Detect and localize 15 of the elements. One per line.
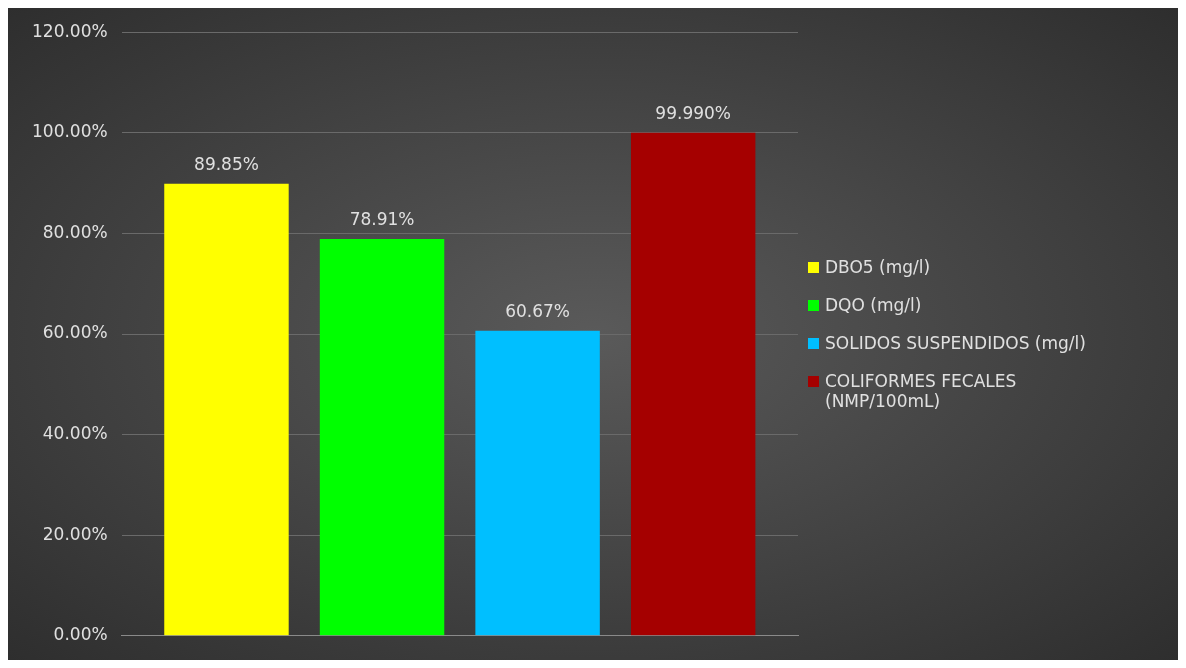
y-tick-label: 40.00% <box>42 423 108 444</box>
y-tick-label: 60.00% <box>42 322 108 343</box>
legend-label: SOLIDOS SUSPENDIDOS (mg/l) <box>825 333 1086 353</box>
legend-label: DQO (mg/l) <box>825 295 922 315</box>
legend-label: COLIFORMES FECALES (NMP/100mL) <box>825 371 1018 411</box>
y-tick-label: 100.00% <box>32 121 108 142</box>
data-label: 60.67% <box>505 300 571 321</box>
data-label: 89.85% <box>194 153 259 174</box>
y-tick-label: 20.00% <box>42 523 108 544</box>
y-tick-label: 120.00% <box>32 20 108 41</box>
y-tick-label: 80.00% <box>42 221 108 242</box>
legend-label: DBO5 (mg/l) <box>825 257 931 277</box>
data-label: 99.990% <box>655 102 731 123</box>
data-label: 78.91% <box>349 208 415 229</box>
y-tick-label: 0.00% <box>53 624 108 645</box>
